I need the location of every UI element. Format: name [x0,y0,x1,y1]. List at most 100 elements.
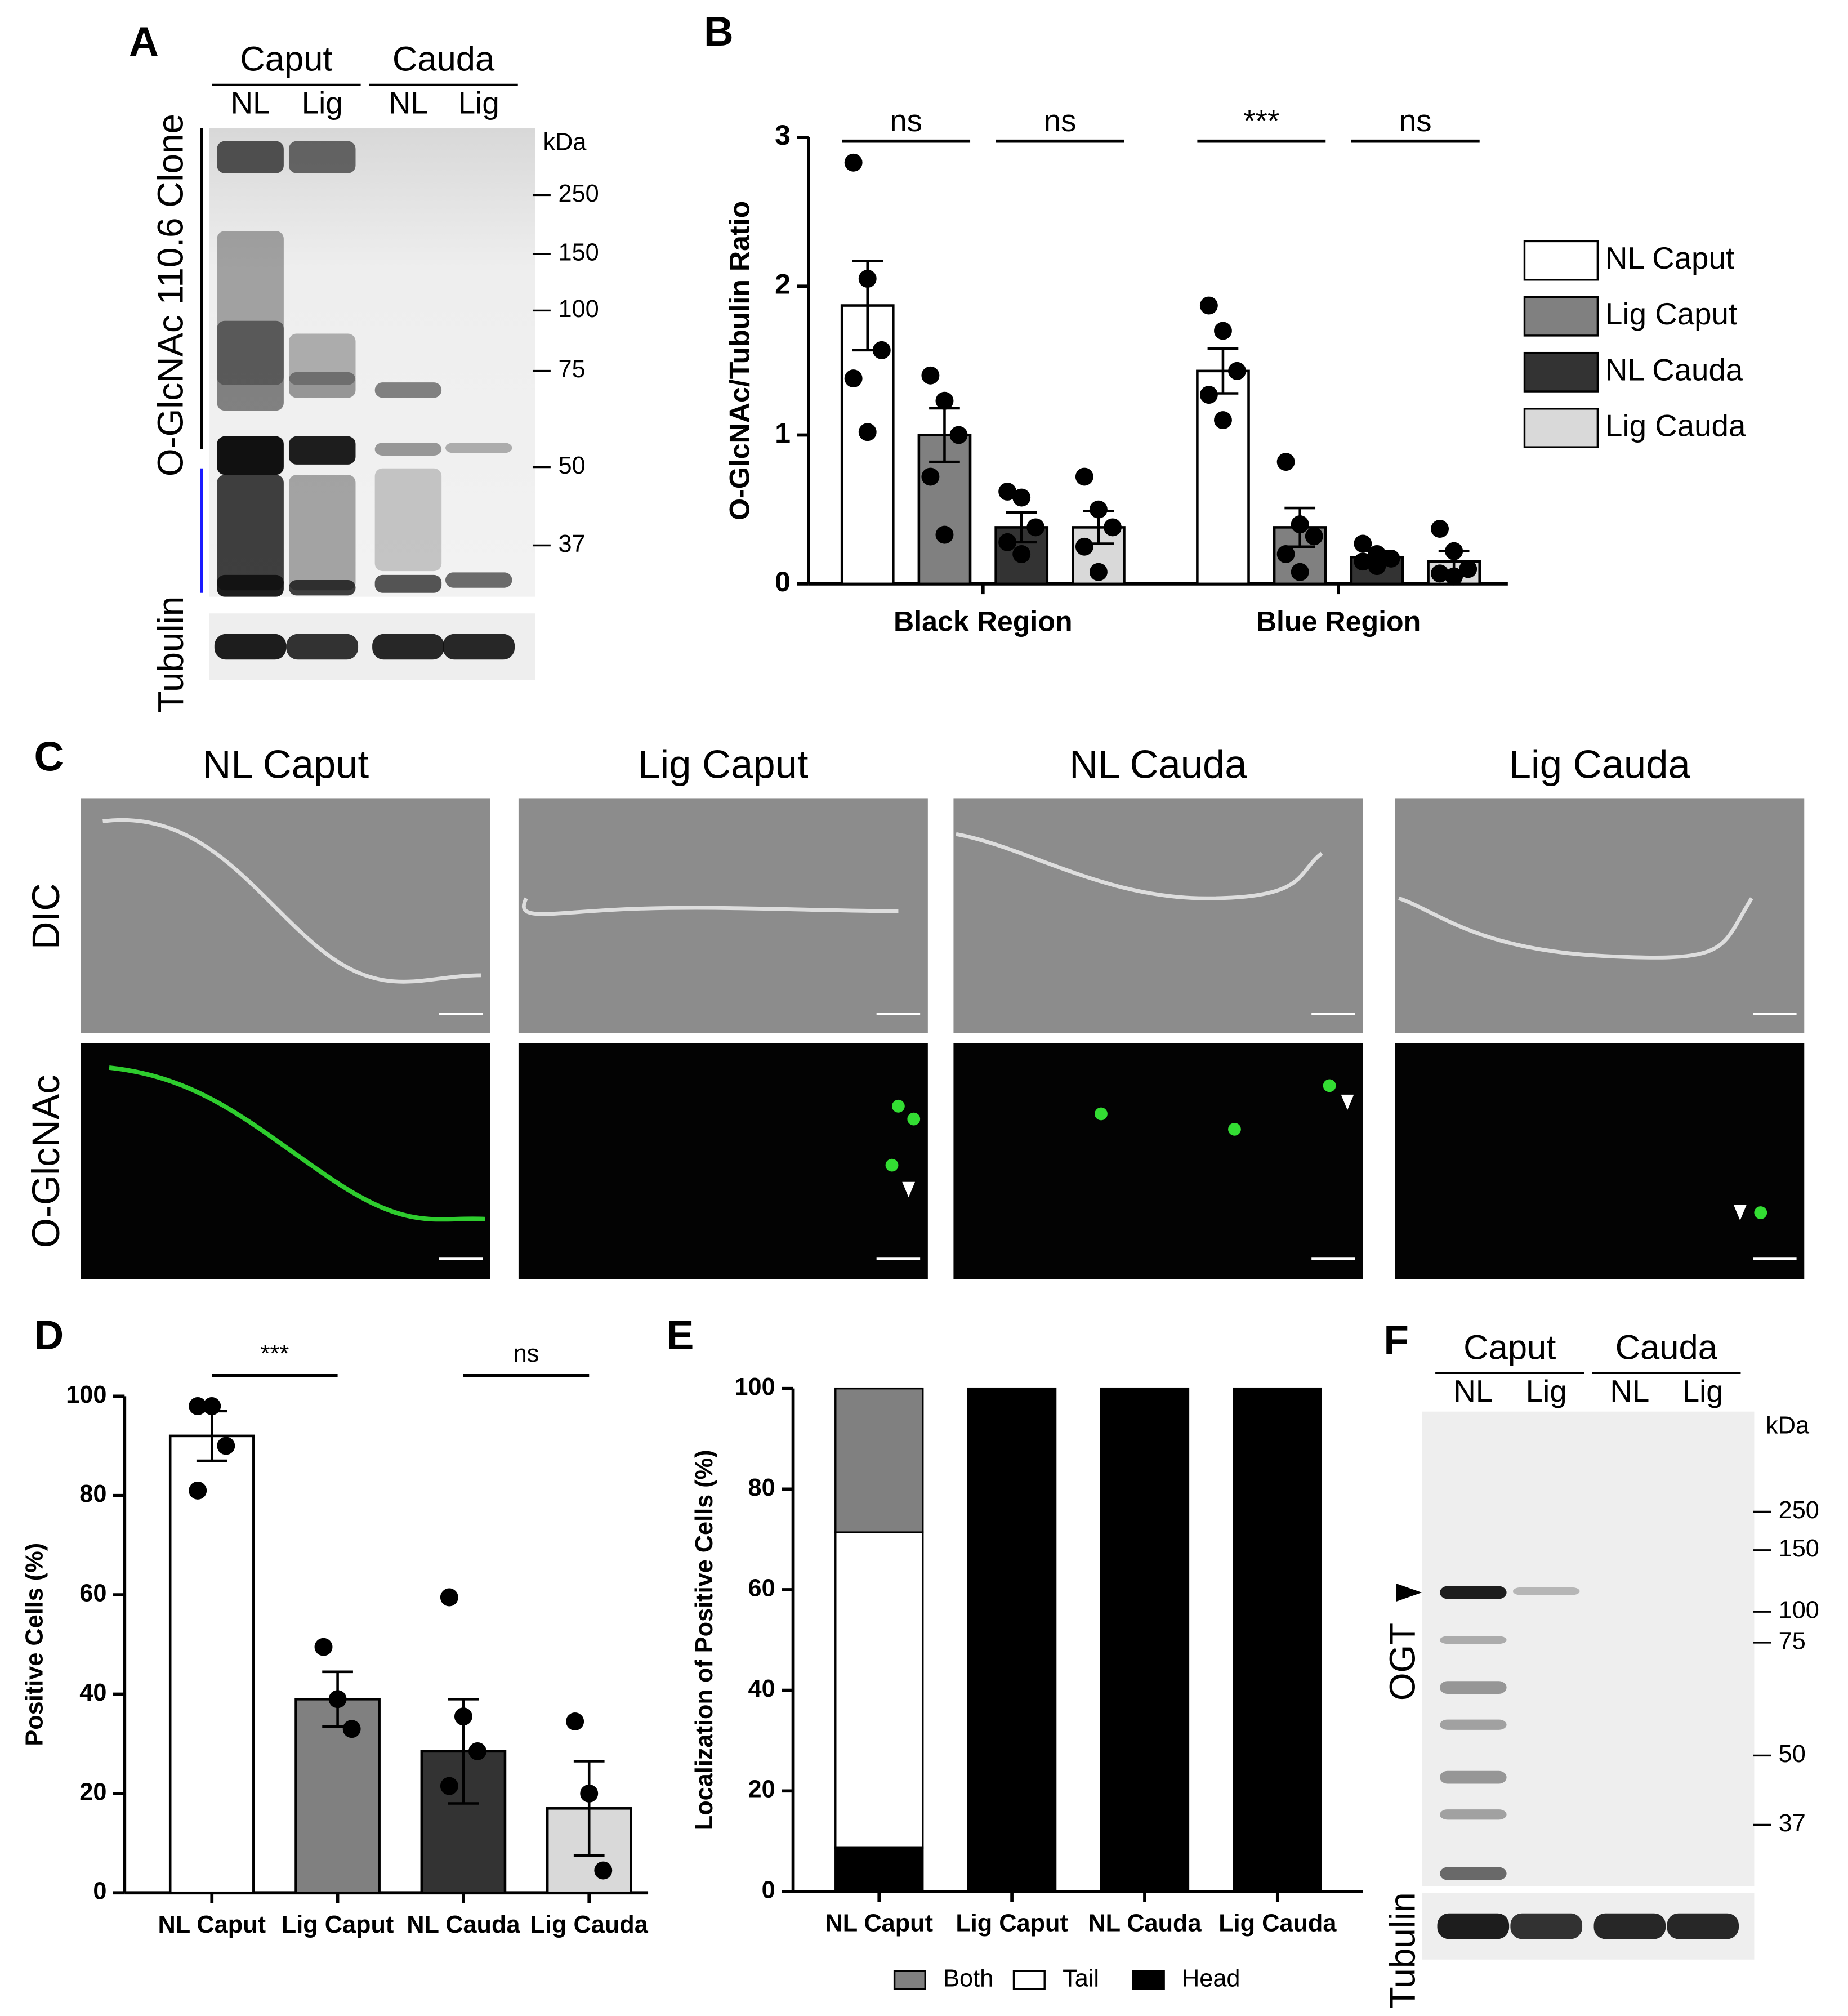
y-tick-label: 20 [79,1778,106,1805]
y-tick-label: 20 [748,1776,775,1803]
bar-segment [834,1846,924,1893]
data-point [949,426,968,444]
data-point [1012,545,1031,563]
data-point [1445,567,1463,586]
loading-band [1437,1913,1510,1939]
data-point [1104,518,1122,537]
arrowhead [1733,1205,1747,1221]
sperm [102,818,481,984]
data-point [1354,534,1372,553]
lane-label: NL [1453,1373,1493,1408]
legend-label: Tail [1063,1965,1099,1992]
marker-label: 50 [559,452,586,479]
fluorescence-image [81,1043,490,1279]
data-point [1305,527,1323,546]
significance-label: ns [890,103,922,138]
blot-band [1440,1681,1507,1694]
data-point [1354,552,1372,571]
data-point [1276,545,1295,563]
data-point [566,1712,584,1730]
loading-band [214,634,287,660]
group-label: Cauda [1615,1328,1718,1367]
data-point [440,1588,458,1607]
marker-label: 75 [1779,1627,1806,1654]
panel-label: A [129,19,159,65]
y-tick-label: 40 [748,1675,775,1702]
fluorescence-image [1395,1043,1805,1279]
data-point [328,1690,347,1709]
data-point [1026,518,1045,537]
legend-swatch [893,1970,926,1990]
x-tick-label: Lig Caput [956,1910,1068,1937]
panel-label: E [667,1313,694,1358]
data-point [858,423,877,441]
blot-band [374,382,442,398]
blot-band [217,141,284,173]
data-point [998,533,1017,551]
legend-swatch [1132,1970,1165,1990]
bar [168,1434,255,1894]
stained-spot [1754,1206,1767,1219]
blot-band [445,572,512,588]
data-point [1089,563,1108,581]
data-point [1276,453,1295,471]
data-point [1214,322,1232,340]
stained-spot [1228,1122,1241,1136]
marker-label: 37 [1779,1810,1806,1837]
data-point [440,1777,458,1795]
y-tick-label: 80 [748,1474,775,1501]
panel-label: F [1383,1318,1409,1363]
lane-label: NL [1610,1373,1649,1408]
column-title: Lig Cauda [1509,742,1691,786]
data-point [935,391,954,410]
y-axis-label: Positive Cells (%) [21,1543,48,1746]
data-point [1012,488,1031,507]
unit-label: kDa [1766,1412,1810,1439]
x-tick-label: Lig Cauda [1218,1910,1337,1937]
legend-label: Head [1182,1965,1240,1992]
bar-segment [834,1387,924,1533]
fluorescence-image [953,1043,1363,1279]
dic-image [518,798,928,1033]
marker-label: 75 [559,356,586,383]
sperm [1398,896,1753,960]
marker-label: 250 [1779,1497,1819,1524]
antibody-label: OGT [1382,1623,1422,1701]
loading-band [286,634,359,660]
legend-label: Lig Cauda [1605,408,1746,443]
lane-label: Lig [1526,1373,1567,1408]
loading-band [1667,1913,1739,1939]
x-tick-label: Blue Region [1256,606,1421,637]
y-tick-label: 100 [734,1373,775,1401]
loading-band [1593,1913,1666,1939]
column-title: NL Caput [202,742,369,786]
significance-label: *** [1243,103,1279,138]
loading-band [1510,1913,1583,1939]
legend-swatch [1523,351,1599,393]
lane-label: NL [389,85,428,120]
x-tick-label: NL Caput [158,1911,266,1938]
legend-label: NL Cauda [1605,352,1743,387]
y-axis-label: O-GlcNAc/Tubulin Ratio [724,201,756,520]
blot-band [288,580,356,596]
legend-swatch [1523,296,1599,337]
row-label: O-GlcNAc [25,1075,68,1248]
marker-label: 100 [1779,1597,1819,1624]
data-point [189,1481,207,1500]
y-tick-label: 1 [775,417,791,449]
fluorescence-image [518,1043,928,1279]
sperm [521,897,899,916]
y-tick-label: 0 [775,566,791,597]
data-point [189,1397,207,1415]
data-point [594,1861,613,1880]
data-point [844,153,863,172]
legend-label: Lig Caput [1605,296,1737,331]
legend-swatch [1012,1970,1046,1990]
loading-band [372,634,444,660]
lane-label: Lig [1682,1373,1724,1408]
y-tick-label: 0 [762,1876,775,1903]
data-point [342,1720,361,1738]
dic-image [1395,798,1805,1033]
blot-band [374,574,442,593]
